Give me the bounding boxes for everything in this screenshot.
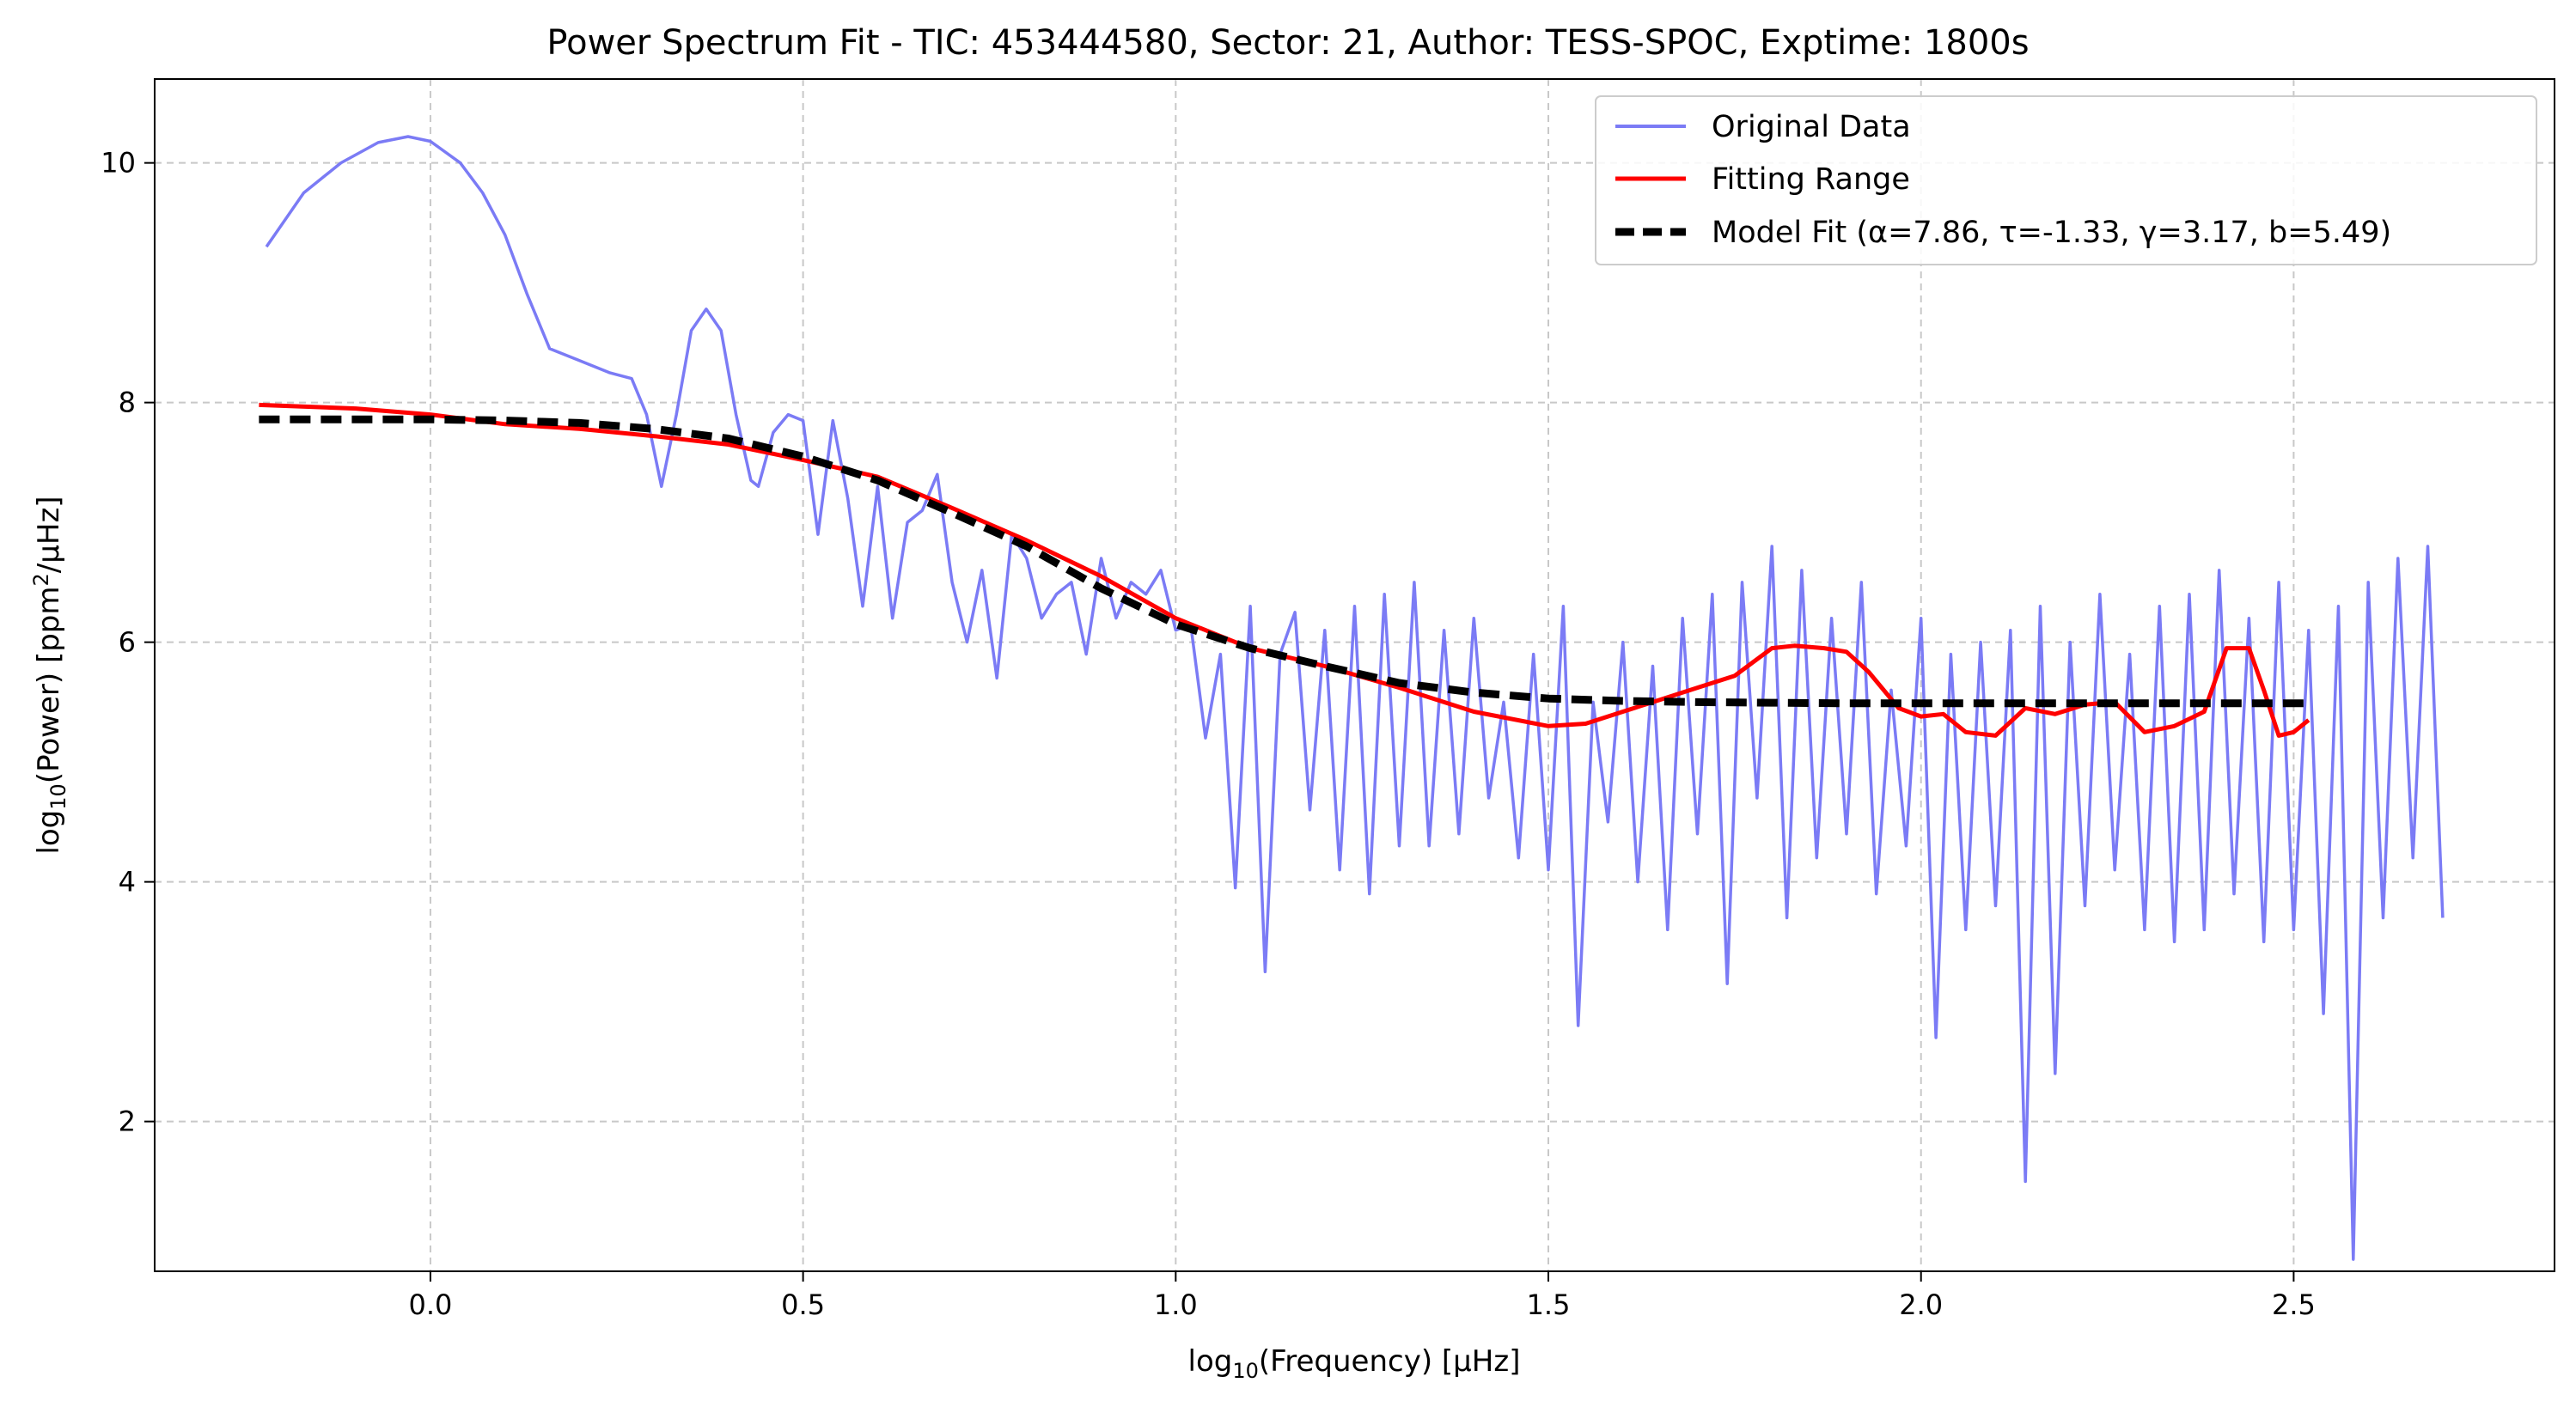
legend-label-fitting: Fitting Range xyxy=(1712,162,1910,197)
y-tick-label: 8 xyxy=(119,387,136,419)
y-tick-label: 10 xyxy=(101,147,136,180)
y-axis-label: log10(Power) [ppm2/μHz] xyxy=(29,496,70,854)
y-tick-label: 6 xyxy=(119,626,136,659)
legend-box xyxy=(1595,95,2537,265)
series-line-fitting-range xyxy=(259,402,2310,738)
legend-label-original: Original Data xyxy=(1712,110,1911,144)
x-tick-label: 1.5 xyxy=(1527,1288,1571,1321)
x-axis-label: log10(Frequency) [μHz] xyxy=(1188,1344,1521,1383)
series-line-original-data xyxy=(265,135,2445,1261)
y-tick-label: 4 xyxy=(119,866,136,898)
y-axis-ticks: 2 4 6 8 10 xyxy=(101,147,155,1138)
legend-label-model: Model Fit (α=7.86, τ=-1.33, γ=3.17, b=5.… xyxy=(1712,216,2391,250)
series-layer xyxy=(259,135,2445,1261)
series-line-model-fit xyxy=(259,415,2309,708)
x-tick-label: 1.0 xyxy=(1154,1288,1198,1321)
x-tick-label: 2.0 xyxy=(1899,1288,1943,1321)
x-tick-label: 0.5 xyxy=(781,1288,825,1321)
legend: Original Data Fitting Range Model Fit (α… xyxy=(1595,95,2537,265)
x-tick-label: 0.0 xyxy=(408,1288,452,1321)
y-tick-label: 2 xyxy=(119,1106,136,1138)
grid-lines xyxy=(155,79,2555,1271)
plot-frame xyxy=(154,78,2555,1272)
x-tick-label: 2.5 xyxy=(2272,1288,2316,1321)
x-axis-ticks: 0.0 0.5 1.0 1.5 2.0 2.5 xyxy=(408,1271,2316,1321)
chart-title: Power Spectrum Fit - TIC: 453444580, Sec… xyxy=(546,23,2029,63)
